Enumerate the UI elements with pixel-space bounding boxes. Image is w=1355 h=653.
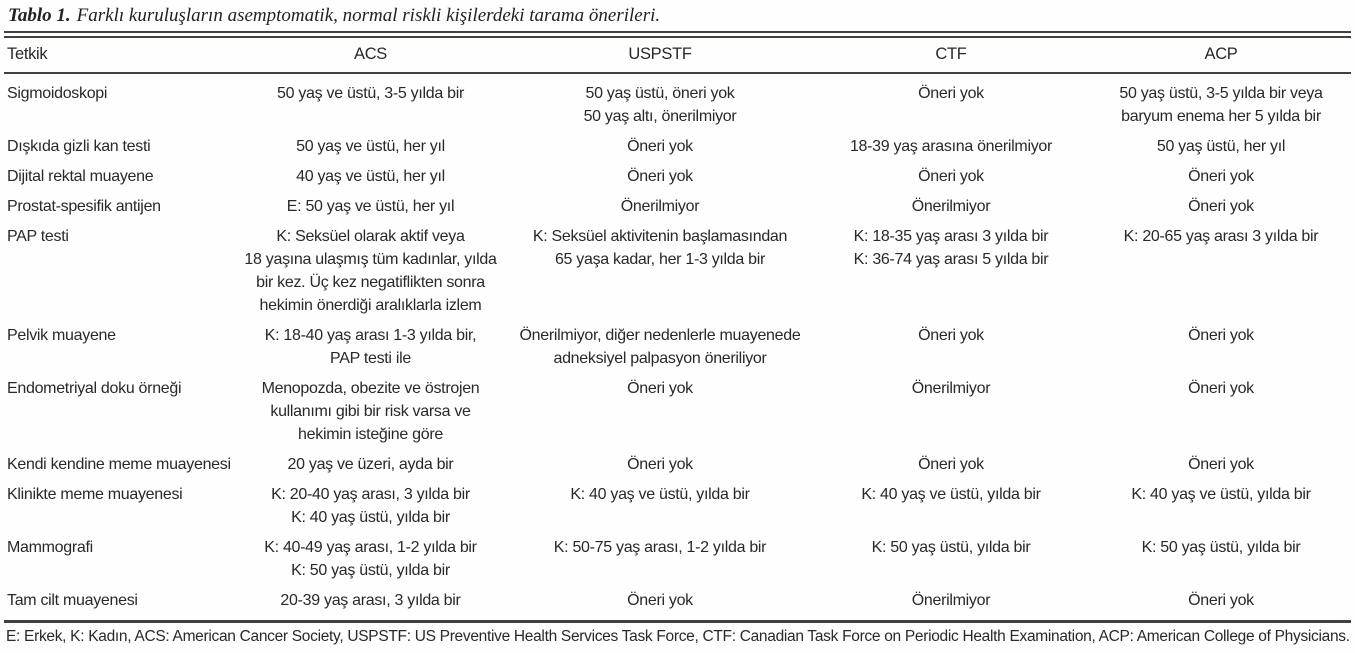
cell-acs: 20 yaş ve üzeri, ayda bir [287,456,454,473]
table-row: Dijital rektal muayene 40 yaş ve üstü, h… [4,165,1351,195]
footnote: E: Erkek, K: Kadın, ACS: American Cancer… [6,628,1350,645]
cell-acs: 20-39 yaş arası, 3 yılda bir [280,592,461,609]
cell-uspstf: Önerilmiyor [620,198,700,215]
cell-tetkik: Endometriyal doku örneği [7,380,182,397]
cell-tetkik: Dijital rektal muayene [7,168,154,185]
column-header-tetkik: Tetkik [4,38,232,74]
cell-uspstf: K: 50-75 yaş arası, 1-2 yılda bir [553,539,767,556]
cell-acp: Öneri yok [1188,380,1254,397]
header-row: Tetkik ACS USPSTF CTF ACP [4,38,1351,74]
cell-acp: 50 yaş üstü, her yıl [1156,138,1286,155]
cell-acp: Öneri yok [1188,327,1254,344]
cell-uspstf: K: Seksüel aktivitenin başlamasından 65 … [532,228,788,268]
cell-acs: K: 20-40 yaş arası, 3 yılda bir K: 40 ya… [271,486,470,526]
cell-ctf: K: 18-35 yaş arası 3 yılda bir K: 36-74 … [853,228,1049,268]
cell-acp: 50 yaş üstü, 3-5 yılda bir veya baryum e… [1119,85,1323,125]
cell-tetkik: PAP testi [7,228,69,245]
cell-acs: 50 yaş ve üstü, 3-5 yılda bir [277,85,464,102]
table-row: Dışkıda gizli kan testi 50 yaş ve üstü, … [4,135,1351,165]
cell-uspstf: Önerilmiyor, diğer nedenlerle muayenede … [519,327,801,367]
cell-acp: Öneri yok [1188,592,1254,609]
table-row: Pelvik muayene K: 18-40 yaş arası 1-3 yı… [4,324,1351,377]
cell-uspstf: Öneri yok [627,380,693,397]
column-header-ctf: CTF [811,38,1091,74]
table-row: Sigmoidoskopi 50 yaş ve üstü, 3-5 yılda … [4,73,1351,135]
cell-ctf: 18-39 yaş arasına önerilmiyor [849,138,1053,155]
cell-uspstf: Öneri yok [627,456,693,473]
column-header-acs: ACS [232,38,509,74]
cell-ctf: Öneri yok [918,456,984,473]
cell-ctf: Önerilmiyor [911,380,991,397]
cell-acs: Menopozda, obezite ve östrojen kullanımı… [261,380,480,443]
cell-tetkik: Dışkıda gizli kan testi [7,138,151,155]
cell-tetkik: Mammografi [7,539,93,556]
cell-acp: K: 40 yaş ve üstü, yılda bir [1131,486,1311,503]
cell-tetkik: Prostat-spesifik antijen [7,198,161,215]
table-row: Kendi kendine meme muayenesi 20 yaş ve ü… [4,453,1351,483]
cell-uspstf: Öneri yok [627,138,693,155]
table-row: Tam cilt muayenesi 20-39 yaş arası, 3 yı… [4,589,1351,619]
table-title: Tablo 1. Farklı kuruluşların asemptomatik… [4,0,1351,27]
cell-ctf: Öneri yok [918,85,984,102]
column-header-uspstf: USPSTF [509,38,811,74]
cell-acs: 50 yaş ve üstü, her yıl [296,138,445,155]
cell-acs: E: 50 yaş ve üstü, her yıl [286,198,455,215]
cell-uspstf: K: 40 yaş ve üstü, yılda bir [570,486,750,503]
cell-tetkik: Kendi kendine meme muayenesi [7,456,231,473]
cell-tetkik: Tam cilt muayenesi [7,592,138,609]
cell-uspstf: Öneri yok [627,592,693,609]
cell-acp: Öneri yok [1188,168,1254,185]
cell-acs: 40 yaş ve üstü, her yıl [296,168,445,185]
table-body: Sigmoidoskopi 50 yaş ve üstü, 3-5 yılda … [4,73,1351,619]
bottom-rule [4,620,1351,623]
table-row: Klinikte meme muayenesi K: 20-40 yaş ara… [4,483,1351,536]
table-title-label: Tablo 1. [8,5,71,26]
cell-uspstf: 50 yaş üstü, öneri yok 50 yaş altı, öner… [583,85,737,125]
cell-acp: Öneri yok [1188,198,1254,215]
table-row: Endometriyal doku örneği Menopozda, obez… [4,377,1351,453]
table-row: PAP testi K: Seksüel olarak aktif veya 1… [4,225,1351,324]
cell-ctf: Öneri yok [918,168,984,185]
cell-acp: K: 50 yaş üstü, yılda bir [1141,539,1301,556]
column-header-acp: ACP [1091,38,1351,74]
cell-acp: K: 20-65 yaş arası 3 yılda bir [1123,228,1319,245]
cell-ctf: Öneri yok [918,327,984,344]
cell-acs: K: 40-49 yaş arası, 1-2 yılda bir K: 50 … [264,539,477,579]
screening-table: Tetkik ACS USPSTF CTF ACP Sigmoidoskopi … [4,38,1351,619]
cell-tetkik: Klinikte meme muayenesi [7,486,183,503]
cell-uspstf: Öneri yok [627,168,693,185]
cell-acs: K: Seksüel olarak aktif veya 18 yaşına u… [244,228,497,314]
cell-tetkik: Sigmoidoskopi [7,85,108,102]
cell-ctf: Önerilmiyor [911,198,991,215]
table-title-text: Farklı kuruluşların asemptomatik, normal… [76,5,661,26]
cell-tetkik: Pelvik muayene [7,327,116,344]
cell-ctf: K: 50 yaş üstü, yılda bir [871,539,1031,556]
cell-ctf: Önerilmiyor [911,592,991,609]
table-header: Tetkik ACS USPSTF CTF ACP [4,38,1351,74]
cell-acs: K: 18-40 yaş arası 1-3 yılda bir, PAP te… [264,327,477,367]
table-row: Mammografi K: 40-49 yaş arası, 1-2 yılda… [4,536,1351,589]
cell-ctf: K: 40 yaş ve üstü, yılda bir [861,486,1041,503]
table-row: Prostat-spesifik antijen E: 50 yaş ve üs… [4,195,1351,225]
cell-acp: Öneri yok [1188,456,1254,473]
double-rule [4,31,1351,38]
